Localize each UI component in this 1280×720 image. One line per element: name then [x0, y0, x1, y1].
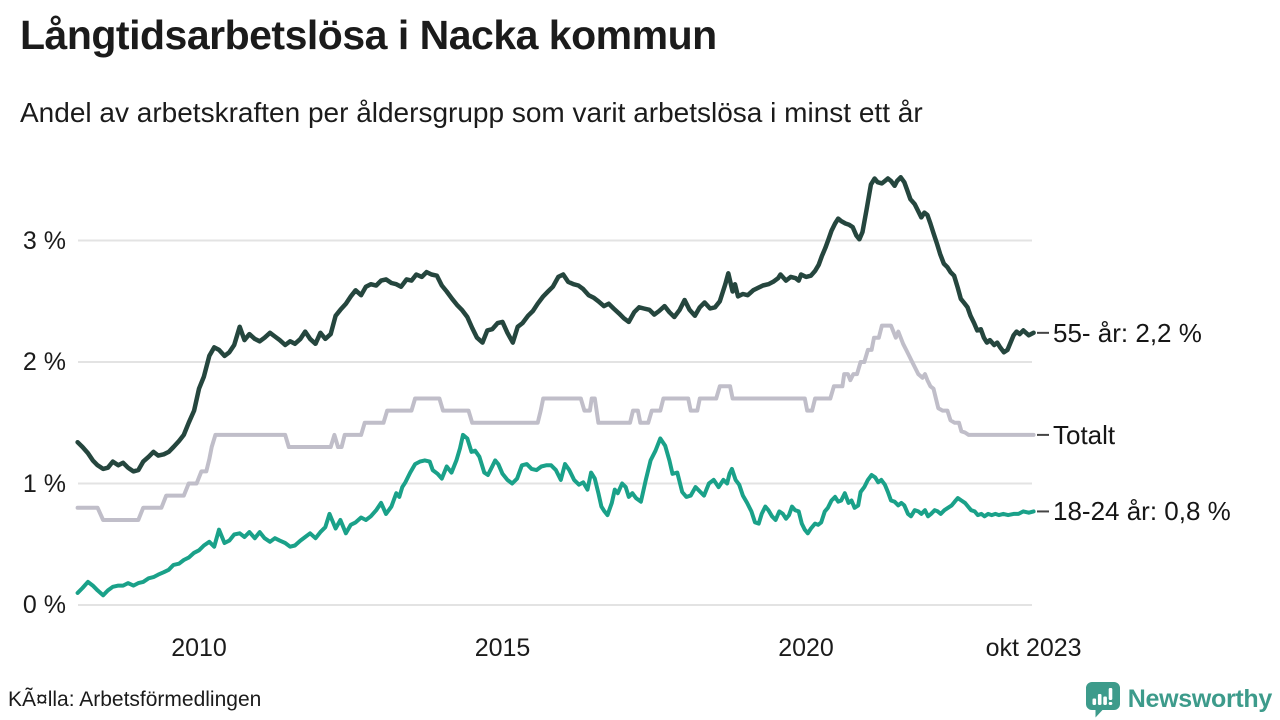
- x-tick-label: 2010: [171, 634, 227, 662]
- y-tick-label: 0 %: [22, 591, 66, 619]
- series-line-18-24-r: [75, 432, 1036, 598]
- newsworthy-speech-bubble-icon: [1085, 682, 1120, 718]
- x-tick-label: 2020: [778, 634, 834, 662]
- series-line-totalt: [75, 323, 1036, 522]
- series-label-totalt: Totalt: [1053, 419, 1116, 450]
- series-line-55-r: [75, 175, 1036, 474]
- page-subtitle: Andel av arbetskraften per åldersgrupp s…: [20, 97, 923, 128]
- x-tick-label: okt 2023: [985, 634, 1082, 662]
- y-tick-label: 1 %: [22, 469, 66, 498]
- series-label-18-24-r: 18-24 år: 0,8 %: [1053, 496, 1231, 527]
- source-note: KÃ¤lla: Arbetsförmedlingen: [8, 688, 262, 711]
- x-tick-label: 2015: [474, 634, 531, 662]
- newsworthy-logo: Newsworthy: [1085, 681, 1272, 718]
- page-title: Långtidsarbetslösa i Nacka kommun: [20, 12, 717, 58]
- y-tick-label: 3 %: [22, 226, 66, 255]
- series-label-55-r: 55- år: 2,2 %: [1053, 317, 1202, 348]
- newsworthy-wordmark: Newsworthy: [1127, 685, 1273, 713]
- y-tick-label: 2 %: [22, 348, 66, 376]
